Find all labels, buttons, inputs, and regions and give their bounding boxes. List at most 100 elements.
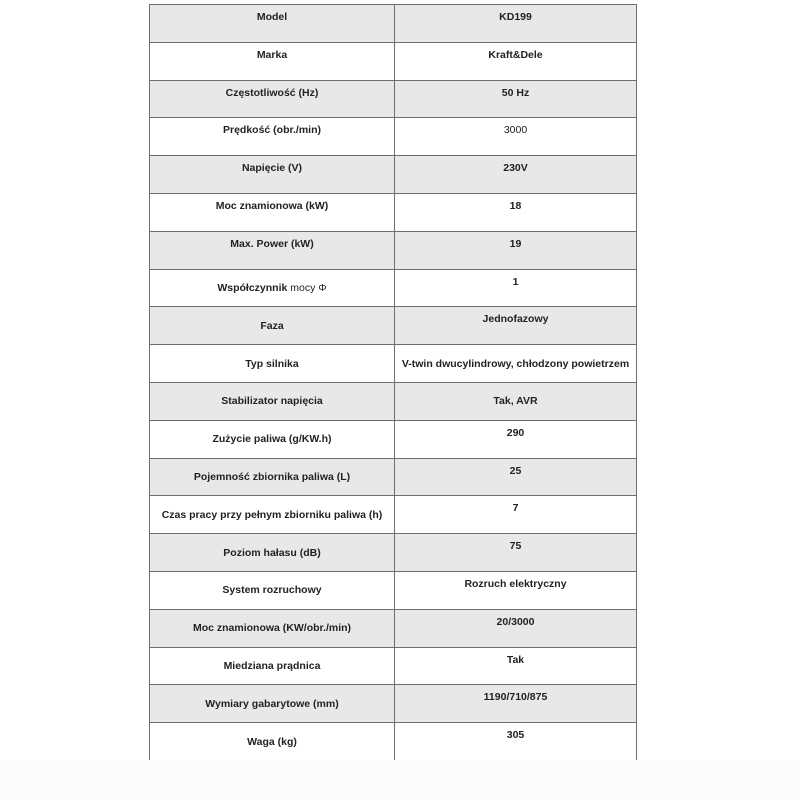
spec-value-cell: 50 Hz — [394, 79, 637, 119]
spec-label-cell: Częstotliwość (Hz) — [149, 79, 395, 119]
spec-label-text: Wymiary gabarytowe (mm) — [205, 697, 339, 710]
spec-label-text: Prędkość (obr./min) — [222, 124, 322, 137]
spec-label-suffix: mocy Φ — [290, 281, 327, 294]
table-row: Czas pracy przy pełnym zbiorniku paliwa … — [149, 495, 637, 535]
spec-label: Typ silnika — [150, 358, 394, 370]
spec-label: Wymiary gabarytowe (mm) — [150, 698, 394, 710]
spec-label: Model — [150, 11, 394, 23]
spec-label-cell: Poziom hałasu (dB) — [149, 533, 395, 572]
spec-value-cell: 25 — [394, 457, 637, 497]
spec-label-cell: Faza — [149, 306, 395, 346]
spec-label: Faza — [150, 320, 394, 332]
spec-label: Marka — [150, 49, 394, 61]
spec-label-text: Max. Power (kW) — [230, 237, 314, 250]
spec-label-cell: Pojemność zbiornika paliwa (L) — [149, 457, 395, 497]
spec-label-cell: Model — [149, 4, 395, 43]
spec-label-text: Współczynnik — [217, 281, 288, 294]
spec-value: 25 — [509, 464, 522, 477]
spec-label-text: Typ silnika — [245, 357, 299, 370]
spec-label-cell: Stabilizator napięcia — [149, 381, 395, 421]
spec-value: 75 — [509, 540, 522, 553]
spec-label: Czas pracy przy pełnym zbiorniku paliwa … — [150, 509, 394, 521]
spec-label: Napięcie (V) — [150, 162, 394, 174]
table-row: Waga (kg) 305 — [149, 722, 637, 760]
spec-label-text: Poziom hałasu (dB) — [223, 546, 321, 559]
spec-value: Rozruch elektryczny — [464, 577, 567, 590]
spec-label-text: Częstotliwość (Hz) — [225, 86, 319, 99]
spec-label-text: Napięcie (V) — [241, 162, 303, 175]
spec-value: 305 — [506, 729, 525, 742]
spec-table: Model KD199 Marka Kraft&Dele Częstotliwość (… — [149, 4, 637, 760]
spec-value: 290 — [506, 426, 525, 439]
spec-label-text: Pojemność zbiornika paliwa (L) — [193, 470, 351, 483]
spec-label-cell: Typ silnika — [149, 344, 395, 383]
spec-value-cell: Tak, AVR — [394, 381, 637, 421]
spec-value-cell: V-twin dwucylindrowy, chłodzony powietrz… — [394, 344, 637, 383]
spec-label-cell: Prędkość (obr./min) — [149, 117, 395, 157]
table-row: Max. Power (kW) 19 — [149, 230, 637, 270]
spec-value: 1 — [512, 275, 519, 288]
spec-value: Jednofazowy — [482, 313, 549, 326]
spec-label-text: Czas pracy przy pełnym zbiorniku paliwa … — [161, 508, 383, 521]
spec-label: Waga (kg) — [150, 736, 394, 748]
spec-value-cell: Rozruch elektryczny — [394, 570, 637, 610]
table-row: Pojemność zbiornika paliwa (L) 25 — [149, 457, 637, 497]
spec-value-cell: 230V — [394, 155, 637, 194]
spec-value-cell: 1 — [394, 268, 637, 308]
spec-value: 1190/710/875 — [483, 691, 548, 704]
spec-label: System rozruchowy — [150, 584, 394, 596]
spec-label-cell: Napięcie (V) — [149, 155, 395, 194]
table-row: Prędkość (obr./min) 3000 — [149, 117, 637, 157]
spec-value-cell: 75 — [394, 533, 637, 572]
table-row: Faza Jednofazowy — [149, 306, 637, 346]
spec-label-text: Stabilizator napięcia — [221, 395, 323, 408]
spec-label-text: Zużycie paliwa (g/KW.h) — [212, 433, 332, 446]
spec-value-cell: Tak — [394, 646, 637, 686]
spec-value-cell: 290 — [394, 419, 637, 459]
spec-value: V-twin dwucylindrowy, chłodzony powietrz… — [401, 357, 630, 370]
spec-label: Miedziana prądnica — [150, 660, 394, 672]
spec-value: Kraft&Dele — [488, 48, 543, 61]
spec-value-cell: 3000 — [394, 117, 637, 157]
table-row: Typ silnika V-twin dwucylindrowy, chłodzo… — [149, 344, 637, 383]
spec-value: 50 Hz — [501, 86, 530, 99]
table-row: Miedziana prądnica Tak — [149, 646, 637, 686]
spec-label-cell: Współczynnik mocy Φ — [149, 268, 395, 308]
spec-label: Moc znamionowa (KW/obr./min) — [150, 622, 394, 634]
spec-label: Stabilizator napięcia — [150, 395, 394, 407]
spec-value: 7 — [512, 502, 519, 515]
spec-label: Poziom hałasu (dB) — [150, 547, 394, 559]
table-row: Moc znamionowa (kW) 18 — [149, 192, 637, 232]
spec-value-cell: Jednofazowy — [394, 306, 637, 346]
table-row: Współczynnik mocy Φ 1 — [149, 268, 637, 308]
spec-value-cell: 305 — [394, 722, 637, 760]
spec-value: 18 — [509, 199, 522, 212]
spec-value-cell: 18 — [394, 192, 637, 232]
spec-label-text: System rozruchowy — [222, 584, 322, 597]
spec-label-cell: Miedziana prądnica — [149, 646, 395, 686]
table-row: Wymiary gabarytowe (mm) 1190/710/875 — [149, 684, 637, 724]
spec-label-cell: Max. Power (kW) — [149, 230, 395, 270]
page-bottom — [0, 760, 800, 800]
spec-value: 230V — [503, 162, 528, 175]
spec-label-text: Moc znamionowa (KW/obr./min) — [192, 622, 352, 635]
spec-label-text: Miedziana prądnica — [223, 659, 321, 672]
spec-label: Max. Power (kW) — [150, 238, 394, 250]
spec-label: Moc znamionowa (kW) — [150, 200, 394, 212]
table-row: Stabilizator napięcia Tak, AVR — [149, 381, 637, 421]
table-row: System rozruchowy Rozruch elektryczny — [149, 570, 637, 610]
spec-value: Tak — [506, 653, 525, 666]
spec-value: 3000 — [503, 124, 528, 137]
spec-value: 20/3000 — [496, 615, 535, 628]
spec-value: 19 — [509, 237, 522, 250]
table-row: Częstotliwość (Hz) 50 Hz — [149, 79, 637, 119]
spec-label-cell: Zużycie paliwa (g/KW.h) — [149, 419, 395, 459]
table-row: Model KD199 — [149, 4, 637, 43]
spec-label-text: Waga (kg) — [247, 735, 297, 748]
spec-label-cell: Czas pracy przy pełnym zbiorniku paliwa … — [149, 495, 395, 535]
spec-value-cell: 19 — [394, 230, 637, 270]
spec-value: KD199 — [499, 11, 532, 23]
spec-label: Prędkość (obr./min) — [150, 124, 394, 136]
spec-label-cell: System rozruchowy — [149, 570, 395, 610]
table-row: Napięcie (V) 230V — [149, 155, 637, 194]
